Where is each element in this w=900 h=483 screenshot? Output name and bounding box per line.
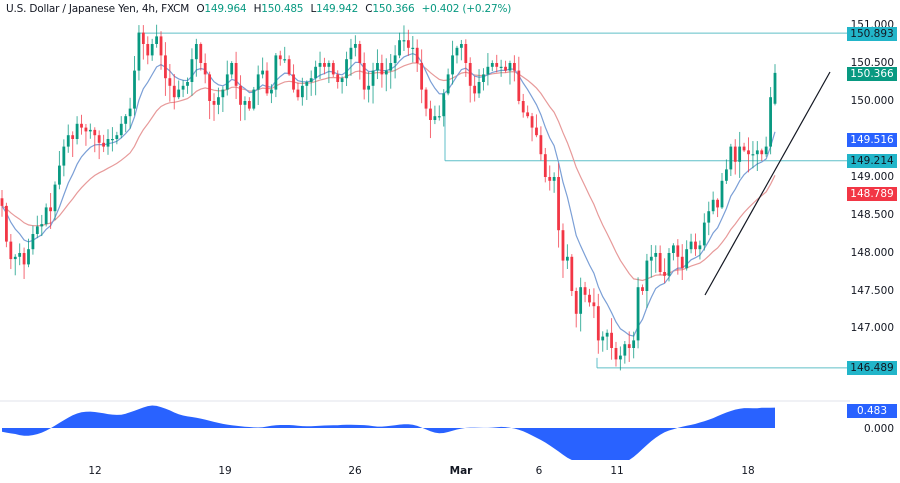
slow-moving-average — [1, 62, 776, 282]
symbol-title[interactable]: U.S. Dollar / Japanese Yen, 4h, FXCM — [6, 3, 190, 15]
chart-legend: U.S. Dollar / Japanese Yen, 4h, FXCM O14… — [6, 3, 511, 15]
indicator-value-tag: 0.483 — [847, 404, 897, 418]
level-high-tag: 150.893 — [847, 27, 897, 41]
time-tick: 11 — [610, 465, 624, 477]
low-label: L — [310, 3, 317, 15]
high-value: 150.485 — [261, 3, 304, 15]
price-tick: 148.500 — [850, 209, 894, 221]
open-value: 149.964 — [204, 3, 247, 15]
time-tick: 6 — [535, 465, 543, 477]
low-value: 149.942 — [316, 3, 359, 15]
fast-ma-tag: 149.516 — [847, 133, 897, 147]
time-tick: 18 — [741, 465, 755, 477]
time-tick: 26 — [348, 465, 362, 477]
level-mid-tag: 149.214 — [847, 154, 897, 168]
time-tick: 19 — [218, 465, 232, 477]
high-label: H — [253, 3, 262, 15]
close-label: C — [365, 3, 373, 15]
price-tick: 148.000 — [850, 247, 894, 259]
price-tick: 150.000 — [850, 95, 894, 107]
oscillator-area — [2, 405, 775, 460]
price-tick: 149.000 — [850, 171, 894, 183]
open-label: O — [196, 3, 205, 15]
time-tick-month: Mar — [449, 465, 473, 477]
indicator-zero-label: 0.000 — [863, 423, 894, 435]
slow-ma-tag: 148.789 — [847, 187, 897, 201]
price-tick: 150.500 — [850, 57, 894, 69]
close-value: 150.366 — [372, 3, 415, 15]
trendline[interactable] — [704, 71, 831, 296]
fast-moving-average — [1, 52, 776, 337]
level-low-tag: 146.489 — [847, 361, 897, 375]
time-tick: 12 — [88, 465, 102, 477]
horizontal-levels — [137, 32, 850, 369]
price-tick: 147.000 — [850, 322, 894, 334]
price-tick: 147.500 — [850, 285, 894, 297]
candles — [0, 24, 777, 371]
last-price-tag: 150.366 — [847, 67, 897, 81]
change-value: +0.402 (+0.27%) — [421, 3, 512, 15]
